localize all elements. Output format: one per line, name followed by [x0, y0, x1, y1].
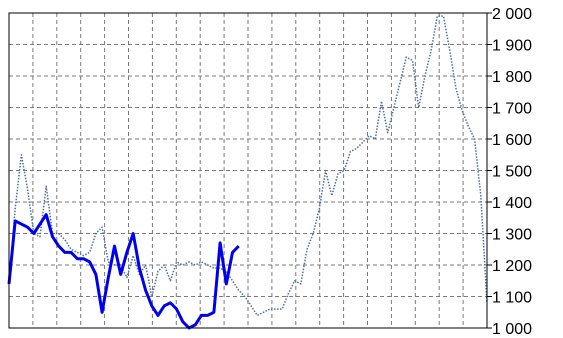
- y-tick-label: 1 500: [492, 164, 532, 181]
- grid: [9, 13, 487, 328]
- y-tick-label: 1 700: [492, 101, 532, 118]
- series-layer: [7, 15, 488, 330]
- y-tick-label: 1 000: [492, 321, 532, 338]
- y-tick-label: 1 100: [492, 290, 532, 307]
- y-tick-label: 2 000: [492, 6, 532, 23]
- y-tick-label: 1 800: [492, 69, 532, 86]
- y-tick-label: 1 200: [492, 258, 532, 275]
- y-axis: 2 000 1 900 1 800 1 700 1 600 1 500 1 400 1 300…: [487, 6, 532, 338]
- y-tick-label: 1 400: [492, 195, 532, 212]
- series-line-dotted: [8, 15, 488, 317]
- y-tick-label: 1 900: [492, 38, 532, 55]
- y-tick-label: 1 300: [492, 227, 532, 244]
- y-tick-label: 1 600: [492, 132, 532, 149]
- series-line-solid: [7, 213, 240, 330]
